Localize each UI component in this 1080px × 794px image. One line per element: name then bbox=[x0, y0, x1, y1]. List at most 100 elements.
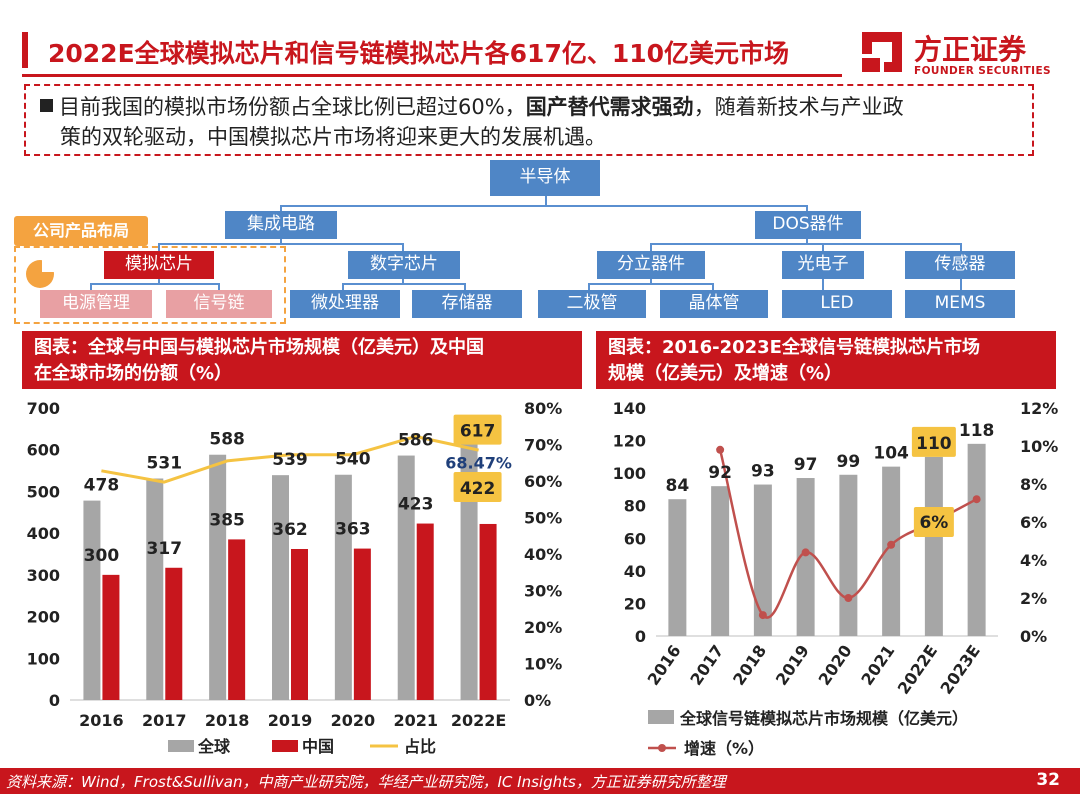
bar-china bbox=[291, 548, 308, 700]
bar-signal-chain bbox=[839, 474, 858, 636]
tree-connector bbox=[280, 205, 808, 207]
highlight-box bbox=[913, 507, 954, 537]
x-tick-label: 2021 bbox=[393, 711, 438, 730]
legend-label-global: 全球 bbox=[197, 737, 231, 756]
node-semiconductor: 半导体 bbox=[490, 160, 600, 196]
y-tick-label: 700 bbox=[27, 399, 60, 418]
legend-swatch-scale bbox=[648, 710, 674, 724]
bar-signal-chain bbox=[882, 466, 901, 636]
y-tick-label: 100 bbox=[613, 464, 646, 483]
node-memory: 存储器 bbox=[412, 290, 522, 318]
growth-point bbox=[758, 611, 767, 620]
growth-point bbox=[972, 495, 981, 504]
y-tick-label: 200 bbox=[27, 608, 60, 627]
founder-logo-icon bbox=[862, 32, 902, 72]
bar-global-value-label: 588 bbox=[209, 430, 245, 450]
bar-global-value-label: 617 bbox=[460, 422, 496, 442]
y2-tick-label: 10% bbox=[524, 655, 562, 674]
y-tick-label: 40 bbox=[624, 562, 646, 581]
tree-connector bbox=[712, 283, 714, 290]
x-tick-label: 2018 bbox=[729, 641, 770, 688]
bar-value-label: 104 bbox=[873, 444, 909, 464]
bar-china-value-label: 363 bbox=[335, 520, 371, 540]
bar-signal-chain bbox=[711, 486, 730, 636]
company-logo: 方正证券 FOUNDER SECURITIES bbox=[858, 28, 1051, 80]
tree-connector bbox=[650, 243, 962, 245]
tree-connector bbox=[650, 277, 652, 283]
bar-global bbox=[146, 478, 164, 700]
y2-tick-label: 30% bbox=[524, 582, 562, 601]
x-tick-label: 2022E bbox=[894, 641, 941, 697]
bar-value-label: 97 bbox=[794, 455, 818, 475]
bar-china-value-label: 300 bbox=[84, 546, 120, 566]
growth-point bbox=[887, 540, 896, 549]
left-chart-header-line2: 在全球市场的份额（%） bbox=[34, 363, 233, 384]
y2-tick-label: 80% bbox=[524, 399, 562, 418]
bar-value-label: 99 bbox=[837, 452, 861, 472]
bar-signal-chain bbox=[668, 499, 687, 636]
bar-global-value-label: 540 bbox=[335, 450, 371, 470]
y2-tick-label: 40% bbox=[524, 545, 562, 564]
right-chart-header-line1: 图表：2016-2023E全球信号链模拟芯片市场 bbox=[608, 337, 980, 358]
y2-tick-label: 8% bbox=[1020, 475, 1047, 494]
bar-global bbox=[460, 442, 478, 700]
bar-china bbox=[165, 567, 183, 700]
y-tick-label: 600 bbox=[27, 441, 60, 460]
node-mems: MEMS bbox=[905, 290, 1015, 318]
summary-bold: 国产替代需求强劲 bbox=[525, 95, 694, 119]
highlight-box bbox=[453, 471, 502, 502]
x-tick-label: 2017 bbox=[686, 641, 727, 688]
y2-tick-label: 0% bbox=[1020, 627, 1047, 646]
y2-tick-label: 0% bbox=[524, 691, 551, 710]
bar-china bbox=[416, 523, 434, 700]
left-chart: 0 100 200 300 400 500 600 700 0% 10% 20% 30% 40% 50% 6… bbox=[27, 399, 563, 756]
y2-tick-label: 20% bbox=[524, 618, 562, 637]
legend-label-scale: 全球信号链模拟芯片市场规模（亿美元） bbox=[679, 709, 968, 728]
y2-tick-label: 10% bbox=[1020, 437, 1058, 456]
summary-box: 目前我国的模拟市场份额占全球比例已超过60%，国产替代需求强劲，随着新技术与产业… bbox=[24, 84, 1034, 156]
tree-connector bbox=[342, 283, 466, 285]
node-integrated-circuit: 集成电路 bbox=[225, 211, 337, 239]
growth-annotation: 6% bbox=[919, 513, 948, 533]
bar-global-value-label: 478 bbox=[84, 476, 120, 496]
y2-tick-label: 60% bbox=[524, 472, 562, 491]
node-transistor: 晶体管 bbox=[660, 290, 768, 318]
y-tick-label: 500 bbox=[27, 482, 60, 501]
footer-bar: 资料来源：Wind，Frost&Sullivan，中商产业研究院，华经产业研究院… bbox=[0, 768, 1080, 794]
tree-connector bbox=[90, 283, 92, 290]
tree-connector bbox=[822, 243, 824, 251]
bar-signal-chain bbox=[924, 456, 943, 636]
node-optoelectronics: 光电子 bbox=[782, 251, 864, 279]
y2-tick-label: 2% bbox=[1020, 589, 1047, 608]
node-led: LED bbox=[782, 290, 892, 318]
tree-connector bbox=[822, 277, 824, 290]
legend-label-china: 中国 bbox=[302, 737, 334, 756]
bar-china-value-label: 317 bbox=[147, 539, 183, 559]
node-sensor: 传感器 bbox=[905, 251, 1015, 279]
y2-tick-label: 6% bbox=[1020, 513, 1047, 532]
share-line bbox=[101, 435, 479, 484]
node-discrete-devices: 分立器件 bbox=[597, 251, 705, 279]
tree-connector bbox=[402, 243, 404, 251]
left-chart-header: 图表：全球与中国与模拟芯片市场规模（亿美元）及中国 在全球市场的份额（%） bbox=[22, 331, 582, 389]
x-tick-label: 2016 bbox=[79, 711, 124, 730]
bar-signal-chain bbox=[753, 484, 772, 636]
summary-line-1: 目前我国的模拟市场份额占全球比例已超过60%，国产替代需求强劲，随着新技术与产业… bbox=[40, 92, 1022, 122]
highlight-box bbox=[911, 426, 956, 457]
y-tick-label: 60 bbox=[624, 529, 646, 548]
tree-connector bbox=[342, 283, 344, 290]
page-title: 2022E全球模拟芯片和信号链模拟芯片各617亿、110亿美元市场 bbox=[48, 39, 790, 68]
title-underline bbox=[22, 74, 842, 77]
y-tick-label: 140 bbox=[613, 399, 646, 418]
y-tick-label: 400 bbox=[27, 524, 60, 543]
x-tick-label: 2019 bbox=[772, 641, 813, 688]
bar-global-value-label: 586 bbox=[398, 431, 434, 451]
logo-name: 方正证券 bbox=[914, 33, 1027, 66]
tree-connector bbox=[960, 277, 962, 290]
x-tick-label: 2023E bbox=[937, 641, 984, 697]
x-tick-label: 2017 bbox=[142, 711, 187, 730]
tree-connector bbox=[402, 277, 404, 283]
tree-connector bbox=[588, 283, 590, 290]
tree-connector bbox=[280, 237, 282, 244]
node-diode: 二极管 bbox=[538, 290, 646, 318]
